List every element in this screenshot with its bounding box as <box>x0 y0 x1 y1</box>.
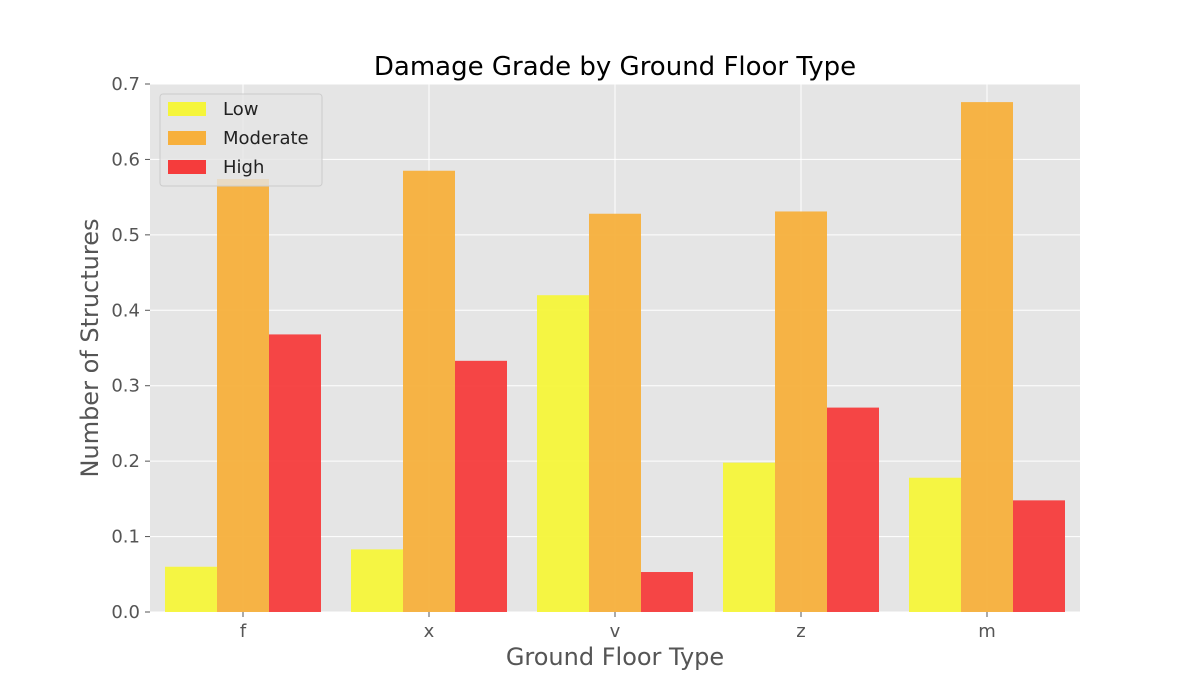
x-tick-label: x <box>424 621 435 642</box>
bar-high-x <box>455 360 507 612</box>
legend-label-high: High <box>223 157 264 178</box>
y-axis-title: Number of Structures <box>76 219 104 478</box>
y-tick-label: 0.6 <box>111 149 140 170</box>
bar-high-z <box>827 407 879 612</box>
bar-moderate-m <box>961 102 1013 613</box>
x-tick-label: f <box>240 621 247 642</box>
chart-title: Damage Grade by Ground Floor Type <box>374 52 856 82</box>
legend-swatch-moderate <box>168 131 206 145</box>
y-tick-label: 0.0 <box>111 602 140 623</box>
bar-moderate-x <box>403 170 455 612</box>
x-tick-label: v <box>610 621 621 642</box>
bar-low-z <box>723 462 775 612</box>
y-tick-label: 0.4 <box>111 300 140 321</box>
bar-low-v <box>537 295 589 612</box>
bar-high-f <box>269 334 321 612</box>
bar-moderate-v <box>589 213 641 613</box>
y-tick-label: 0.3 <box>111 376 140 397</box>
bar-low-x <box>351 549 403 612</box>
bar-low-m <box>909 477 961 612</box>
y-tick-label: 0.5 <box>111 225 140 246</box>
bar-moderate-f <box>217 179 269 613</box>
y-axis-ticks: 0.0 0.1 0.2 0.3 0.4 0.5 0.6 0.7 <box>111 74 150 623</box>
x-axis-title: Ground Floor Type <box>506 643 724 671</box>
legend: Low Moderate High <box>159 93 323 187</box>
bar-high-v <box>641 572 693 612</box>
y-tick-label: 0.2 <box>111 451 140 472</box>
bar-moderate-z <box>775 211 827 612</box>
y-tick-label: 0.7 <box>111 74 140 95</box>
x-tick-label: z <box>796 621 805 642</box>
legend-swatch-low <box>168 102 206 116</box>
legend-label-low: Low <box>223 99 258 120</box>
legend-label-moderate: Moderate <box>223 128 309 149</box>
x-tick-label: m <box>978 621 996 642</box>
bars <box>165 102 1065 613</box>
bar-high-m <box>1013 500 1065 612</box>
legend-swatch-high <box>168 160 206 174</box>
y-tick-label: 0.1 <box>111 527 140 548</box>
bar-low-f <box>165 566 217 612</box>
